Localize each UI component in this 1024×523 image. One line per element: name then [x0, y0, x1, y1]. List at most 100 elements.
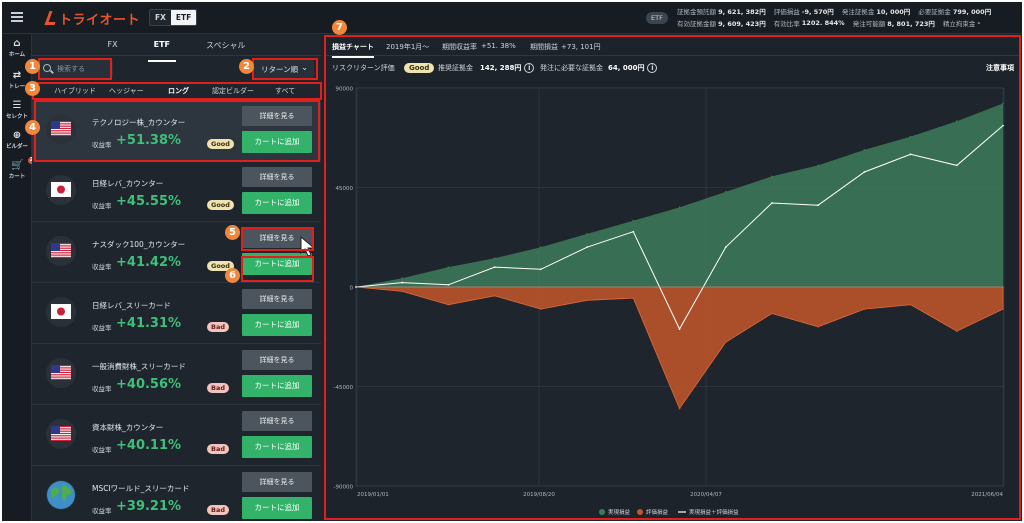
- strategy-item[interactable]: 日経レバ_カウンター 収益率 +45.55% Good 詳細を見る カートに追加: [32, 162, 321, 222]
- return-label: 収益率: [92, 141, 112, 149]
- annotation-number: 1: [25, 59, 40, 74]
- data-point: [724, 191, 727, 193]
- info-icon[interactable]: i: [647, 63, 658, 73]
- strategy-name: MSCIワールド_スリーカード: [92, 484, 190, 493]
- risk-badge: Good: [404, 63, 435, 73]
- view-details-button[interactable]: 詳細を見る: [242, 350, 312, 370]
- jp-flag-icon: [46, 175, 76, 205]
- menu-icon[interactable]: [11, 12, 23, 22]
- legend-label: 実現損益: [608, 508, 631, 516]
- search-input[interactable]: [57, 62, 111, 76]
- account-summary: 証拠金預託額 9, 621, 382円 評価損益 -9, 570円 発注証拠金 …: [677, 5, 1017, 29]
- risk-badge: Good: [207, 139, 234, 149]
- us-flag-icon: [46, 419, 76, 449]
- annotation-number: 4: [25, 120, 40, 135]
- strategy-item[interactable]: 日経レバ_スリーカード 収益率 +41.31% Bad 詳細を見る カートに追加: [32, 284, 321, 344]
- add-to-cart-button[interactable]: カートに追加: [242, 253, 312, 275]
- globe-icon: [46, 480, 76, 510]
- trade-icon: ⇄: [12, 70, 22, 81]
- data-point: [955, 330, 958, 333]
- data-point: [401, 277, 404, 280]
- view-details-button[interactable]: 詳細を見る: [242, 228, 312, 248]
- mode-etf-button[interactable]: ETF: [170, 10, 197, 25]
- return-label: 収益率: [92, 263, 112, 271]
- data-point: [817, 325, 820, 328]
- data-point: [678, 328, 681, 330]
- rail-cart[interactable]: 🛒2 カート: [2, 157, 35, 180]
- add-to-cart-button[interactable]: カートに追加: [242, 131, 312, 153]
- strategy-item[interactable]: 一般消費財株_スリーカード 収益率 +40.56% Bad 詳細を見る カートに…: [32, 345, 321, 405]
- filter-long[interactable]: ロング: [164, 87, 193, 100]
- tab-fx[interactable]: FX: [107, 40, 118, 49]
- realized-pl-area: [356, 103, 1003, 287]
- view-details-button[interactable]: 詳細を見る: [242, 167, 312, 187]
- rail-label: カート: [8, 174, 26, 180]
- rail-trade[interactable]: ⇄ トレー: [2, 70, 32, 90]
- acc-value: -: [977, 19, 981, 27]
- data-point: [1002, 102, 1004, 105]
- filter-certified-builder[interactable]: 認定ビルダー: [212, 87, 254, 95]
- view-details-button[interactable]: 詳細を見る: [242, 106, 312, 126]
- risk-badge: Good: [207, 261, 234, 271]
- add-to-cart-button[interactable]: カートに追加: [242, 375, 312, 397]
- data-point: [909, 135, 912, 138]
- add-to-cart-button[interactable]: カートに追加: [242, 192, 312, 214]
- sort-dropdown[interactable]: リターン順 ⌄: [254, 60, 314, 78]
- tab-pl-chart[interactable]: 損益チャート: [332, 43, 374, 58]
- data-point: [539, 268, 542, 271]
- data-point: [955, 164, 958, 167]
- notes-link[interactable]: 注意事項: [986, 64, 1014, 72]
- tab-etf[interactable]: ETF: [147, 40, 177, 62]
- period-pl-label: 期間損益: [530, 43, 558, 51]
- data-point: [955, 120, 958, 123]
- strategy-name: 一般消費財株_スリーカード: [92, 362, 186, 371]
- rail-home[interactable]: ⌂ ホーム: [2, 38, 32, 58]
- return-label: 収益率: [92, 324, 112, 332]
- mode-fx-button[interactable]: FX: [150, 10, 171, 25]
- rail-builder[interactable]: ⊕ ビルダー: [2, 130, 32, 150]
- search-box[interactable]: [39, 60, 113, 78]
- strategy-item[interactable]: テクノロジー株_カウンター 収益率 +51.38% Good 詳細を見る カート…: [32, 101, 321, 161]
- builder-icon: ⊕: [12, 130, 22, 141]
- annotation-number: 5: [225, 225, 240, 240]
- view-details-button[interactable]: 詳細を見る: [242, 411, 312, 431]
- strategy-item[interactable]: ナスダック100_カウンター 収益率 +41.42% Good 詳細を見る カー…: [32, 223, 321, 283]
- filter-hedger[interactable]: ヘッジャー: [109, 87, 144, 95]
- data-point: [1002, 308, 1004, 311]
- view-details-button[interactable]: 詳細を見る: [242, 289, 312, 309]
- period-return-value: +51. 38%: [481, 42, 516, 50]
- us-flag-icon: [46, 358, 76, 388]
- filter-all[interactable]: すべて: [275, 87, 296, 95]
- data-point: [863, 171, 866, 173]
- filter-hybrid[interactable]: ハイブリッド: [54, 87, 96, 95]
- legend-label: 実現損益＋評価損益: [689, 508, 739, 516]
- y-tick-label: 0: [350, 286, 354, 292]
- risk-badge: Bad: [207, 444, 229, 454]
- data-point: [632, 219, 635, 222]
- risk-badge: Good: [207, 200, 234, 210]
- return-label: 収益率: [92, 446, 112, 454]
- mode-toggle: FX ETF: [149, 9, 198, 26]
- tab-special[interactable]: スペシャル: [206, 41, 246, 50]
- add-to-cart-button[interactable]: カートに追加: [242, 436, 312, 458]
- return-label: 収益率: [92, 385, 112, 393]
- add-to-cart-button[interactable]: カートに追加: [242, 497, 312, 519]
- view-details-button[interactable]: 詳細を見る: [242, 472, 312, 492]
- strategy-item[interactable]: 資本財株_カウンター 収益率 +40.11% Bad 詳細を見る カートに追加: [32, 406, 321, 466]
- strategy-item[interactable]: MSCIワールド_スリーカード 収益率 +39.21% Bad 詳細を見る カー…: [32, 467, 321, 521]
- rail-select[interactable]: ☰ セレクト: [2, 100, 32, 120]
- data-point: [401, 281, 404, 284]
- strategy-name: 日経レバ_カウンター: [92, 179, 164, 188]
- app-logo[interactable]: トライオート: [44, 10, 140, 28]
- annotation-number: 2: [239, 59, 254, 74]
- strategy-name: 日経レバ_スリーカード: [92, 301, 171, 310]
- data-point: [909, 303, 912, 306]
- period-label: 2019年1月～: [386, 43, 430, 51]
- data-point: [863, 308, 866, 311]
- info-icon[interactable]: i: [524, 63, 535, 73]
- add-to-cart-button[interactable]: カートに追加: [242, 314, 312, 336]
- return-value: +39.21%: [116, 499, 182, 514]
- data-point: [493, 266, 496, 268]
